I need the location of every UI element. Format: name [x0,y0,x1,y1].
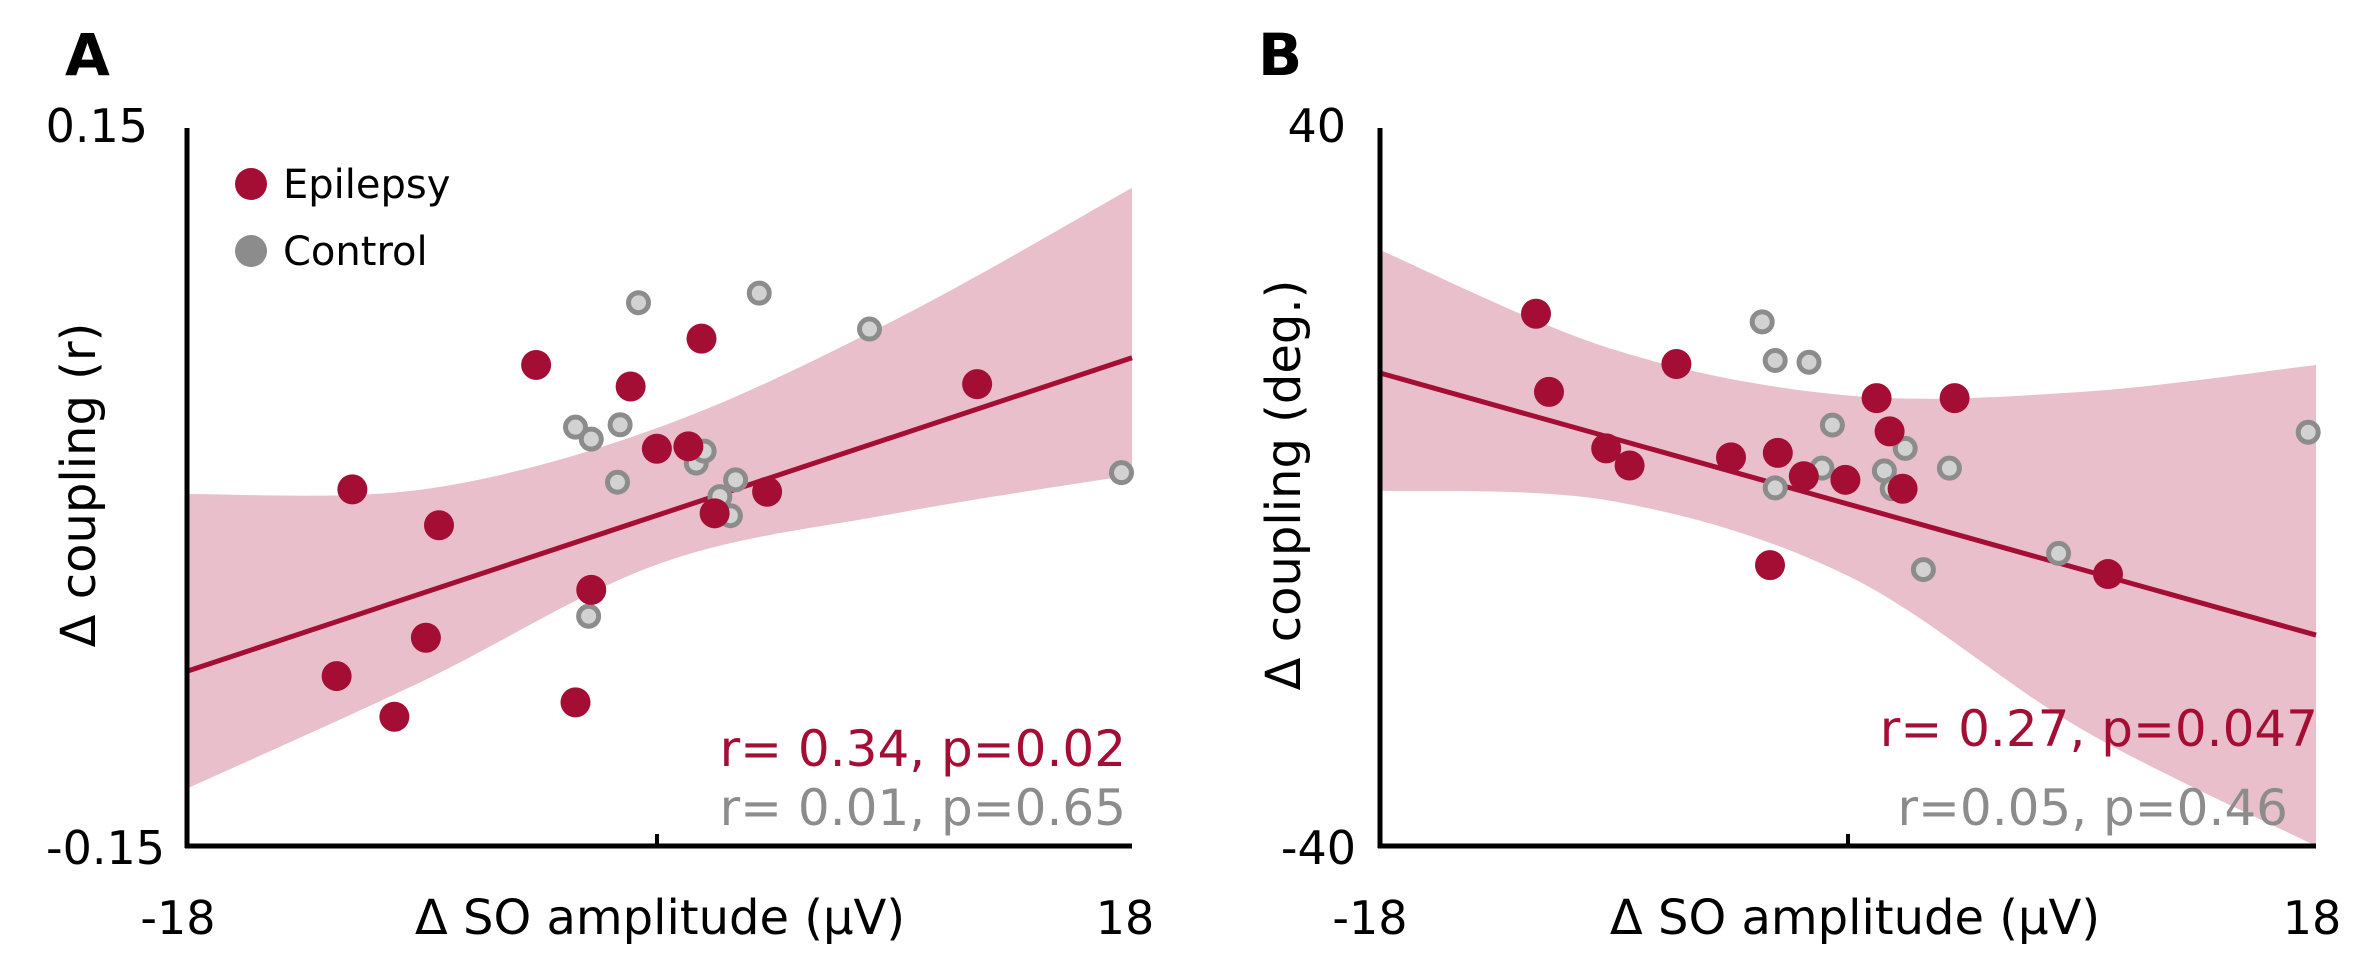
epilepsy-point [1939,383,1970,414]
control-point [2046,540,2072,566]
x-axis-label: Δ SO amplitude (μV) [415,890,905,946]
y-tick-label-bottom: -0.15 [46,821,165,875]
control-point [605,469,630,495]
epilepsy-point [1861,383,1892,414]
epilepsy-point [962,369,993,400]
legend-control-marker [235,235,267,267]
epilepsy-point [576,574,607,605]
epilepsy-point [1716,442,1746,473]
epilepsy-point [1788,461,1819,492]
legend-epilepsy-label: Epilepsy [283,162,450,208]
y-tick-label-top: 0.15 [46,99,148,153]
epilepsy-point [615,371,646,402]
regression-line [186,355,1133,674]
x-tick-label-right: 18 [2283,891,2342,945]
epilepsy-point [699,498,730,529]
epilepsy-point [1755,550,1785,581]
control-point [723,467,749,493]
regression-line [1379,370,2317,638]
control-point [576,603,602,629]
stat-control: r= 0.01, p=0.65 [720,779,1126,837]
x-tick-label-left: -18 [1332,891,1407,945]
panel-label-b: B [1258,21,1302,89]
control-point [563,414,588,440]
epilepsy-point [1661,349,1692,380]
stat-control: r=0.05, p=0.46 [1897,779,2288,837]
control-point [1109,460,1134,486]
epilepsy-point [424,510,454,541]
confidence-band [1380,250,2316,846]
legend: Epilepsy Control [235,162,450,275]
epilepsy-point [379,701,410,732]
epilepsy-point [752,476,783,507]
control-point [857,316,882,342]
y-axis-label: Δ coupling (r) [51,323,107,648]
epilepsy-point [1614,450,1645,481]
control-point [1762,347,1788,373]
control-point [1910,557,1936,583]
panel-a: A 0.15 -0.15 -18 18 Δ SO amplitude (μV) … [46,21,1155,946]
epilepsy-point [2093,559,2123,590]
legend-epilepsy-marker [235,168,267,200]
epilepsy-point [1887,473,1918,504]
epilepsy-point [686,323,717,354]
control-point [1936,455,1962,481]
epilepsy-point [521,349,552,380]
epilepsy-point [410,622,441,653]
stat-epilepsy: r= 0.27, p=0.047 [1880,700,2318,758]
control-point [2295,419,2321,445]
control-point [1796,349,1822,375]
control-point [1749,309,1775,335]
epilepsy-point [337,474,368,505]
x-tick-label-left: -18 [140,891,215,945]
control-point [626,290,651,316]
y-axis-label: Δ coupling (deg.) [1256,280,1312,691]
panel-b: B 40 -40 -18 18 Δ SO amplitude (μV) Δ co… [1256,21,2341,946]
epilepsy-point [673,431,704,462]
control-point [1762,475,1788,501]
control-point [578,426,604,452]
confidence-band [187,187,1132,789]
epilepsy-point [641,433,672,464]
x-tick-label-right: 18 [1096,891,1155,945]
epilepsy-point [560,687,591,718]
legend-control-label: Control [283,229,428,275]
panel-label-a: A [65,21,110,89]
y-tick-label-bottom: -40 [1281,821,1356,875]
control-point [1892,435,1918,461]
epilepsy-point [1830,464,1861,495]
epilepsy-point [1521,298,1551,329]
stat-epilepsy: r= 0.34, p=0.02 [720,720,1126,778]
control-point [607,412,633,438]
epilepsy-point [1591,433,1622,464]
epilepsy-point [1534,376,1564,407]
epilepsy-point [1762,437,1793,468]
epilepsy-point [1874,416,1905,447]
control-point [746,280,772,306]
x-axis-label: Δ SO amplitude (μV) [1610,890,2100,946]
control-point [1819,412,1845,438]
epilepsy-point [321,661,352,692]
y-tick-label-top: 40 [1287,99,1346,153]
